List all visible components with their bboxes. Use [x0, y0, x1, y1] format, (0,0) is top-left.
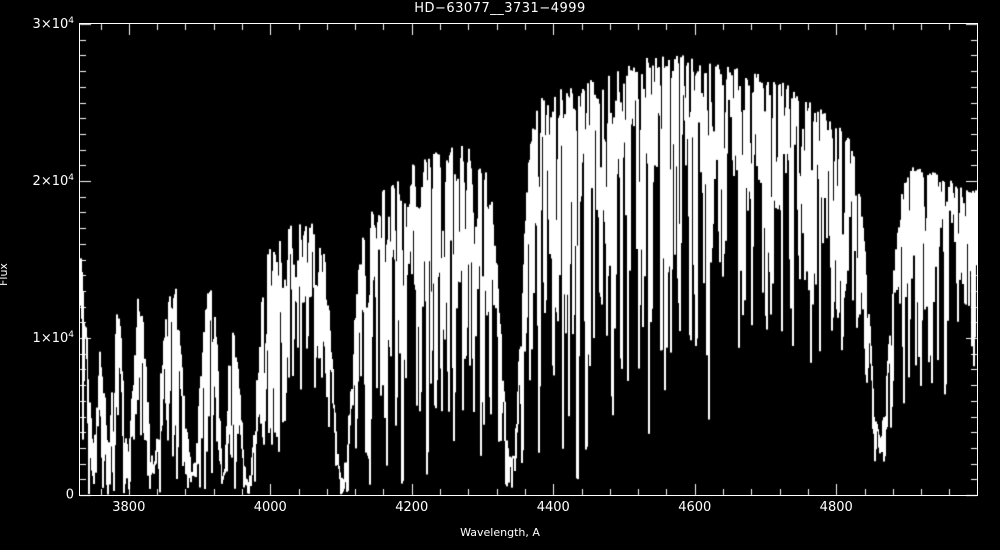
x-tick-label: 4600 — [678, 500, 712, 515]
y-axis-title: Flux — [0, 263, 10, 286]
y-tick-label: 2×104 — [32, 172, 74, 190]
y-tick-label: 1×104 — [32, 329, 74, 347]
x-tick-label: 4000 — [253, 500, 287, 515]
page-title: HD−63077__3731−4999 — [414, 1, 586, 16]
x-tick-label: 4400 — [536, 500, 570, 515]
axis-ticks-canvas — [79, 23, 979, 497]
x-tick-label: 4800 — [819, 500, 853, 515]
x-tick-label: 4200 — [395, 500, 429, 515]
y-tick-label: 0 — [65, 487, 74, 503]
x-tick-label: 3800 — [112, 500, 146, 515]
y-tick-label: 3×104 — [32, 15, 74, 33]
x-axis-title: Wavelength, A — [460, 526, 540, 539]
plot-frame — [79, 23, 978, 496]
